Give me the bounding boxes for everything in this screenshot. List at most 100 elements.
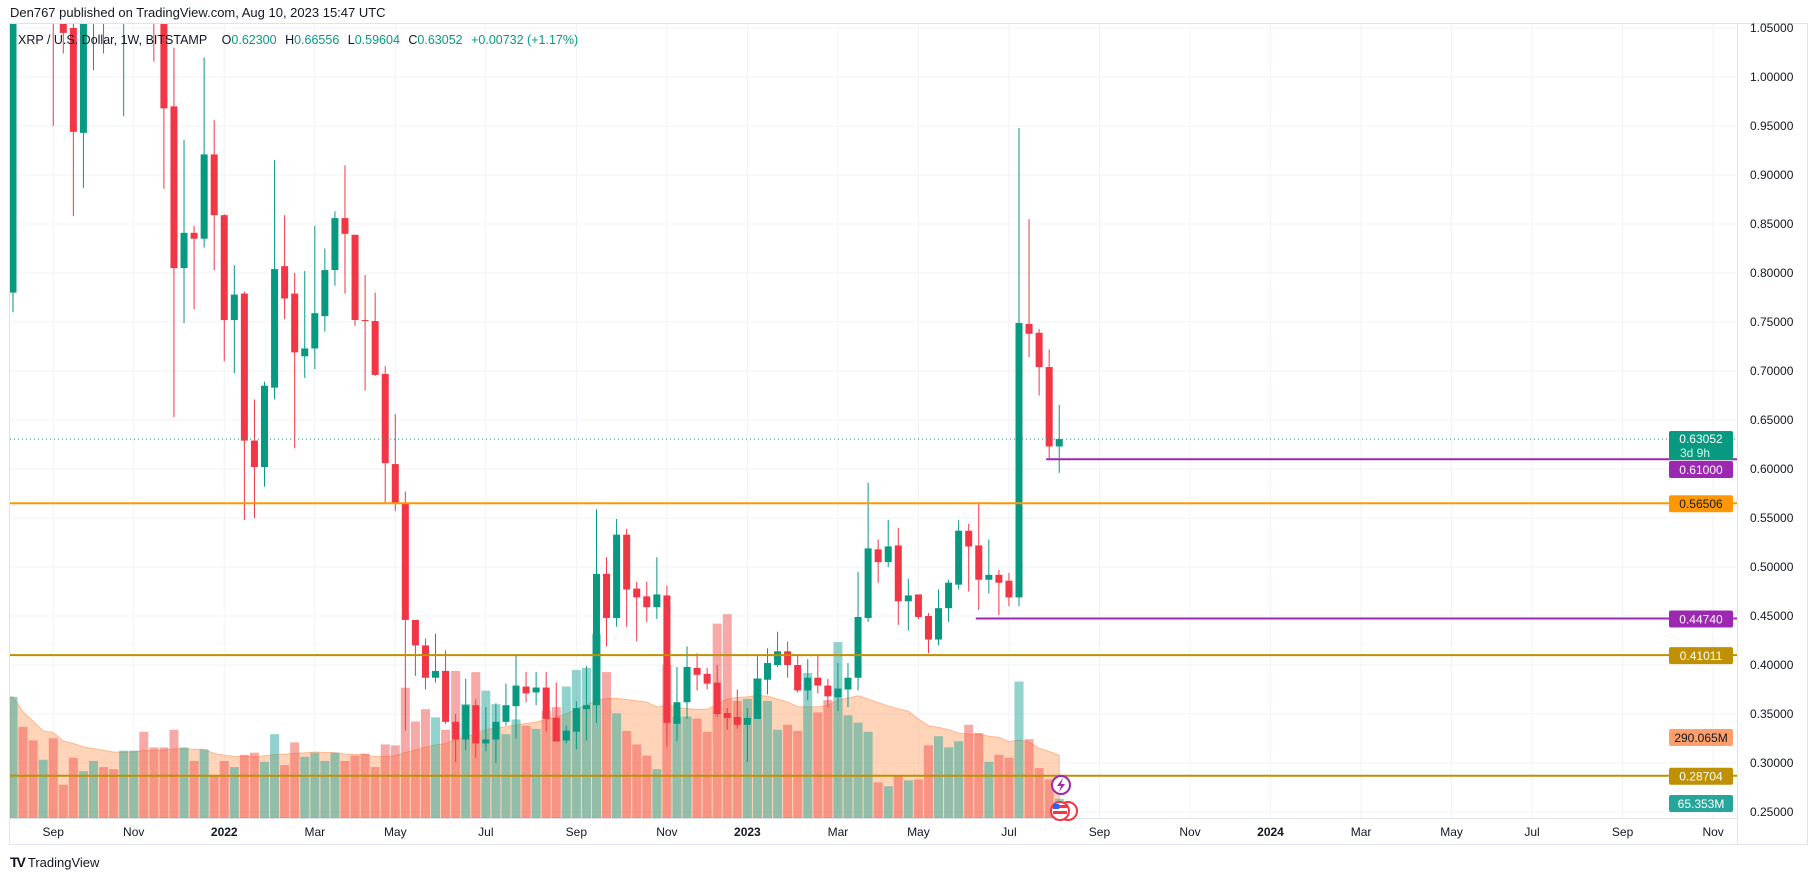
candle-body — [271, 269, 279, 388]
price-tick-label: 0.25000 — [1750, 805, 1794, 819]
time-tick-label: Mar — [1351, 825, 1372, 839]
volume-label-text: 65.353M — [1678, 797, 1725, 811]
candle-body — [502, 705, 510, 722]
candle-body — [120, 0, 127, 8]
volume-bar — [68, 757, 78, 818]
volume-bar — [712, 623, 722, 818]
candle-body — [1055, 439, 1063, 447]
candle-body — [331, 218, 339, 271]
candle-body — [814, 677, 822, 686]
time-tick-label: May — [384, 825, 407, 839]
candle-body — [411, 619, 419, 646]
level-price-label-text: 0.28704 — [1679, 770, 1723, 784]
candle-body — [452, 721, 460, 740]
publish-info: Den767 published on TradingView.com, Aug… — [10, 5, 386, 20]
candle-body — [653, 594, 661, 608]
time-tick-label: Sep — [566, 825, 588, 839]
volume-bar — [370, 767, 380, 818]
price-tick-label: 0.75000 — [1750, 315, 1794, 329]
candle-body — [764, 663, 771, 680]
time-tick-label: 2023 — [734, 825, 761, 839]
volume-bar — [833, 642, 843, 818]
candle-body — [582, 705, 590, 710]
time-tick-label: May — [907, 825, 930, 839]
volume-bar — [390, 745, 400, 818]
volume-bar — [873, 782, 883, 818]
candle-body — [683, 666, 691, 703]
candle-body — [311, 313, 319, 349]
volume-bar — [410, 721, 420, 818]
volume-bar — [28, 740, 38, 818]
volume-bar — [179, 747, 189, 818]
candle-body — [924, 616, 932, 640]
candle-body — [743, 717, 751, 725]
volume-bar — [783, 724, 793, 818]
candle-body — [59, 24, 67, 33]
volume-bar — [360, 753, 370, 818]
volume-bar — [189, 760, 199, 818]
high-value: 0.66556 — [294, 33, 340, 47]
candle-body — [240, 293, 248, 441]
candle-body — [361, 320, 369, 322]
time-tick-label: Jul — [478, 825, 493, 839]
volume-bar — [58, 784, 68, 818]
volume-bar — [239, 754, 249, 818]
candle-body — [90, 0, 97, 8]
price-axis[interactable]: 1.05000 1.00000 0.95000 0.90000 0.85000 0.800… — [1750, 21, 1794, 819]
candle-body — [542, 687, 550, 719]
volume-bar — [923, 745, 933, 818]
candle-body — [703, 673, 711, 684]
candle-body — [512, 685, 520, 707]
candle-body — [291, 293, 299, 353]
candle-body — [894, 545, 902, 602]
price-tick-label: 0.45000 — [1750, 609, 1794, 623]
level-price-label-text: 0.44740 — [1679, 613, 1723, 627]
candle-body — [261, 385, 268, 468]
candle-body — [532, 687, 540, 693]
volume-bar — [99, 767, 109, 818]
level-price-label: 0.44740 — [1669, 610, 1733, 628]
volume-bar — [199, 749, 209, 818]
volume-bar — [109, 769, 119, 818]
volume-bar — [38, 759, 48, 818]
change-value: +0.00732 (+1.17%) — [471, 33, 579, 47]
candle-body — [562, 730, 570, 741]
time-tick-label: 2022 — [211, 825, 238, 839]
volume-label: 65.353M — [1669, 795, 1733, 812]
volume-bar — [883, 786, 893, 818]
volume-bar — [481, 690, 491, 818]
volume-bar — [88, 760, 98, 818]
volume-bar — [260, 761, 269, 818]
time-tick-label: Nov — [1179, 825, 1200, 839]
candle-body — [784, 651, 792, 665]
bar-countdown: 3d 9h — [1680, 446, 1710, 460]
time-tick-label: Sep — [1612, 825, 1634, 839]
candle-body — [10, 24, 17, 293]
tradingview-logo-icon: TV — [10, 854, 26, 870]
volume-bar — [531, 728, 541, 818]
volume-bar — [441, 729, 451, 818]
price-tick-label: 0.30000 — [1750, 756, 1794, 770]
horizontal-levels[interactable] — [10, 438, 1737, 777]
price-tick-label: 1.05000 — [1750, 21, 1794, 35]
volume-bar — [944, 747, 954, 818]
volume-ma-label: 290.065M — [1669, 729, 1733, 746]
volume-bar — [209, 776, 219, 818]
volume-bar — [994, 754, 1004, 818]
volume-bar — [280, 765, 290, 818]
economic-events-icon[interactable] — [1050, 801, 1078, 821]
symbol-title[interactable]: XRP / U.S. Dollar, 1W, BITSTAMP — [18, 33, 208, 47]
candle-body — [150, 0, 157, 8]
time-axis[interactable]: Sep Nov 2022 Mar May Jul Sep Nov 2023 Mar May Jul Se… — [43, 825, 1724, 839]
candle-body — [79, 24, 87, 133]
volume-bar — [763, 700, 772, 818]
candle-body — [1045, 367, 1053, 447]
low-value: 0.59604 — [354, 33, 400, 47]
volume-bar — [400, 687, 410, 818]
price-tick-label: 0.90000 — [1750, 168, 1794, 182]
tradingview-logo[interactable]: TV TradingView — [10, 854, 99, 870]
candle-body — [914, 594, 922, 617]
dividends-event-icon[interactable] — [1051, 775, 1071, 795]
volume-bar — [461, 703, 471, 818]
